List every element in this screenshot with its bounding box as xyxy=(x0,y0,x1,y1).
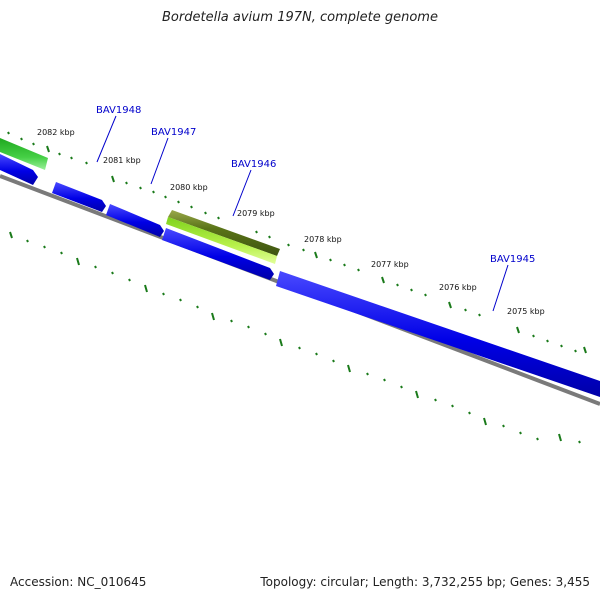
scale-label: 2080 kbp xyxy=(170,183,208,192)
cds-feature xyxy=(106,204,164,237)
highlight-feature-light xyxy=(166,217,277,264)
scale-label: 2079 kbp xyxy=(237,209,275,218)
scale-label: 2078 kbp xyxy=(304,235,342,244)
gene-label[interactable]: BAV1947 xyxy=(151,127,196,138)
inner-scale-ticks xyxy=(9,231,581,444)
cds-feature xyxy=(162,228,274,280)
cds-features xyxy=(0,154,600,397)
scale-label: 2081 kbp xyxy=(103,156,141,165)
accession-label: Accession: NC_010645 xyxy=(10,575,147,589)
scale-label: 2075 kbp xyxy=(507,307,545,316)
scale-label: 2082 kbp xyxy=(37,128,75,137)
cds-feature xyxy=(0,154,38,185)
gene-label[interactable]: BAV1948 xyxy=(96,105,141,116)
scale-label: 2077 kbp xyxy=(371,260,409,269)
gene-label[interactable]: BAV1945 xyxy=(490,254,535,265)
gene-label[interactable]: BAV1946 xyxy=(231,159,276,170)
scale-label: 2076 kbp xyxy=(439,283,477,292)
highlight-feature-dark xyxy=(168,210,280,256)
outer-scale-ticks xyxy=(7,131,587,354)
green-feature xyxy=(0,138,48,170)
highlight-feature xyxy=(166,210,280,264)
cds-feature xyxy=(52,182,106,212)
map-title: Bordetella avium 197N, complete genome xyxy=(162,10,438,25)
cds-feature xyxy=(276,271,600,397)
genome-summary: Topology: circular; Length: 3,732,255 bp… xyxy=(260,575,590,589)
gene-leader-lines xyxy=(96,115,509,312)
